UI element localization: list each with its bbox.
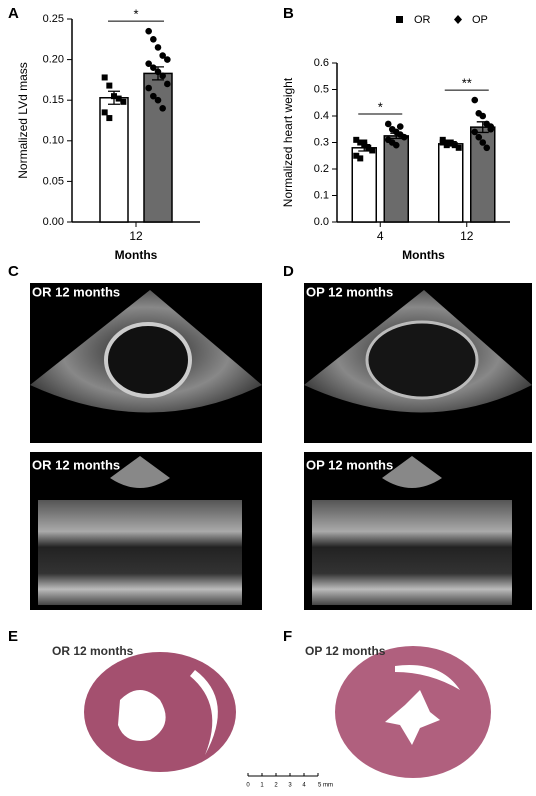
scale-label: 3	[288, 783, 292, 789]
y-axis-label: Normalized LVd mass	[16, 62, 30, 178]
y-axis-label: Normalized heart weight	[281, 77, 295, 207]
x-axis-label: Months	[402, 248, 445, 262]
data-point	[101, 74, 108, 81]
echo-images	[30, 283, 532, 610]
x-axis-label: Months	[115, 248, 158, 262]
scale-label: 1	[260, 783, 264, 789]
data-point	[400, 133, 408, 141]
data-point	[154, 96, 162, 104]
data-point	[479, 139, 487, 146]
y-tick-label: 0.5	[314, 83, 329, 95]
scale-label: 4	[302, 783, 306, 789]
data-point	[475, 133, 483, 141]
data-point	[487, 125, 495, 133]
data-point	[353, 136, 360, 143]
data-point	[120, 98, 127, 105]
data-point	[357, 155, 364, 162]
panel-label: E	[8, 628, 18, 645]
data-point	[159, 52, 166, 59]
panel-label: C	[8, 263, 19, 280]
data-point	[106, 115, 113, 122]
data-point	[396, 123, 404, 130]
data-point	[365, 144, 372, 151]
image-caption: OP 12 months	[306, 457, 393, 472]
y-tick-label: 0.15	[43, 94, 64, 106]
y-tick-label: 0.2	[314, 163, 329, 175]
data-point	[455, 144, 462, 151]
legend-label: OR	[414, 14, 431, 26]
y-tick-label: 0.00	[43, 216, 64, 228]
panel-label: A	[8, 5, 19, 22]
data-point	[471, 96, 479, 104]
y-tick-label: 0.20	[43, 54, 64, 66]
panel-label: D	[283, 263, 294, 280]
data-point	[392, 141, 400, 149]
image-caption: OP 12 months	[306, 284, 393, 299]
image-caption: OR 12 months	[32, 284, 120, 299]
data-point	[115, 95, 122, 102]
data-point	[439, 139, 446, 146]
data-point	[357, 139, 364, 146]
data-point	[106, 82, 113, 89]
image-caption: OR 12 months	[32, 457, 120, 472]
y-tick-label: 0.6	[314, 57, 329, 69]
data-point	[111, 93, 117, 100]
y-tick-label: 0.05	[43, 175, 64, 187]
data-point	[145, 60, 152, 67]
bar	[383, 135, 409, 223]
data-point	[150, 36, 157, 43]
y-tick-label: 0.0	[314, 216, 329, 228]
data-point	[479, 112, 487, 120]
significance-label: *	[133, 7, 138, 22]
bar	[351, 147, 377, 223]
data-point	[471, 128, 479, 136]
data-point	[443, 142, 450, 149]
x-tick-label: 4	[377, 229, 384, 243]
data-point	[154, 68, 162, 76]
data-point	[150, 92, 157, 100]
data-point	[145, 84, 152, 92]
y-tick-label: 0.25	[43, 13, 64, 25]
histology	[84, 646, 491, 778]
data-point	[164, 56, 171, 63]
y-tick-label: 0.4	[314, 110, 329, 122]
data-point	[361, 139, 368, 146]
data-point	[447, 139, 454, 146]
data-point	[145, 27, 152, 35]
data-point	[164, 80, 171, 88]
scale-label: 5 mm	[318, 783, 333, 789]
y-tick-label: 0.10	[43, 135, 64, 147]
significance-label: *	[378, 99, 383, 114]
panel-label: B	[283, 5, 294, 22]
bar	[99, 97, 129, 223]
scale-bar: 0 1 2 3 4 5 mm	[246, 773, 333, 789]
data-point	[483, 144, 491, 152]
data-point	[353, 152, 360, 159]
data-point	[451, 142, 458, 149]
legend-marker	[396, 16, 403, 23]
bar	[438, 143, 464, 223]
x-tick-label: 12	[129, 229, 143, 243]
image-caption: OP 12 months	[305, 644, 386, 658]
data-point	[384, 120, 392, 128]
data-point	[154, 44, 162, 51]
significance-label: **	[462, 76, 472, 91]
bar	[143, 72, 173, 223]
data-point	[159, 72, 166, 80]
scale-label: 0	[246, 783, 250, 789]
scale-label: 2	[274, 783, 278, 789]
data-point	[159, 105, 166, 112]
y-tick-label: 0.1	[314, 189, 329, 201]
x-tick-label: 12	[460, 229, 474, 243]
data-point	[369, 147, 376, 154]
image-caption: OR 12 months	[52, 644, 134, 658]
data-point	[150, 64, 157, 72]
panel-label: F	[283, 628, 292, 645]
data-point	[101, 109, 108, 116]
y-tick-label: 0.3	[314, 136, 329, 148]
legend-label: OP	[472, 14, 488, 26]
legend-marker	[454, 15, 462, 24]
